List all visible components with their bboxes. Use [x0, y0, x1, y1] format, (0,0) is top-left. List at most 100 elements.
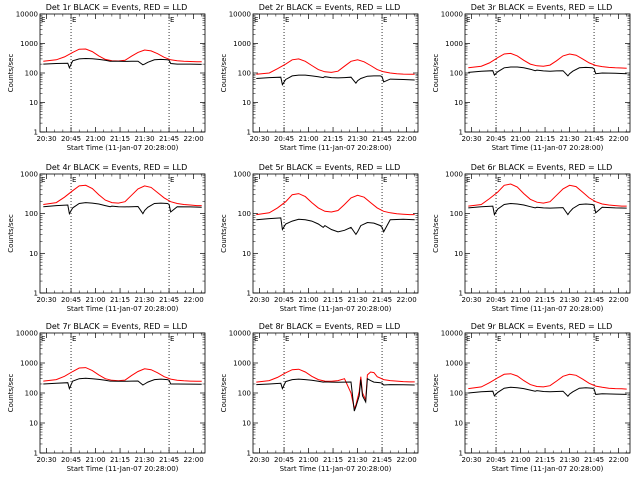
x-tick-label: 22:00 [183, 296, 203, 304]
x-tick-label: 21:15 [535, 296, 555, 304]
x-axis-label: Start Time (11-Jan-07 20:28:00) [280, 465, 392, 473]
events-series-line [256, 217, 415, 236]
x-tick-label: 22:00 [608, 296, 628, 304]
x-tick-label: 22:00 [396, 135, 416, 143]
chart-title: Det 9r BLACK = Events, RED = LLD [471, 322, 613, 331]
x-tick-label: 21:00 [298, 456, 318, 464]
x-tick-label: 21:45 [584, 296, 604, 304]
x-tick-label: 21:45 [584, 135, 604, 143]
x-tick-label: 20:30 [249, 296, 269, 304]
y-axis-label: Counts/sec [7, 214, 15, 253]
chart-panel-2: Det 2r BLACK = Events, RED = LLD 1 10 100 10… [220, 3, 419, 152]
y-tick-label: 1 [459, 450, 463, 458]
x-tick-label: 22:00 [608, 456, 628, 464]
x-tick-label: 20:45 [274, 135, 294, 143]
events-series-line [43, 202, 202, 216]
x-tick-label: 20:30 [36, 456, 56, 464]
x-tick-label: 21:45 [584, 456, 604, 464]
x-tick-label: 20:45 [61, 135, 81, 143]
y-tick-label: 10000 [441, 11, 463, 19]
x-tick-label: 21:30 [559, 456, 579, 464]
corner-mark: E [497, 176, 501, 184]
x-tick-label: 21:00 [298, 135, 318, 143]
x-tick-label: 21:15 [323, 296, 343, 304]
plot-frame [39, 173, 206, 294]
y-tick-label: 10 [29, 250, 38, 258]
y-tick-label: 1000 [20, 171, 38, 179]
y-tick-label: 10 [242, 250, 251, 258]
y-tick-label: 1000 [20, 360, 38, 368]
corner-mark: E [383, 16, 387, 24]
chart-title: Det 7r BLACK = Events, RED = LLD [46, 322, 188, 331]
chart-panel-3: Det 3r BLACK = Events, RED = LLD 1 10 100 10… [432, 3, 631, 152]
x-tick-label: 21:00 [298, 296, 318, 304]
y-tick-label: 1000 [20, 40, 38, 48]
x-tick-label: 21:15 [110, 296, 130, 304]
y-tick-label: 10000 [441, 330, 463, 338]
plot-frame [39, 13, 206, 133]
x-tick-label: 21:00 [510, 135, 530, 143]
corner-mark: E [72, 176, 76, 184]
chart-panel-7: Det 7r BLACK = Events, RED = LLD 1 10 100 10… [7, 322, 206, 473]
plot-frame [464, 173, 631, 294]
x-tick-label: 22:00 [608, 135, 628, 143]
x-tick-label: 21:30 [347, 135, 367, 143]
y-tick-label: 1 [459, 290, 463, 298]
y-tick-label: 1 [247, 290, 251, 298]
x-tick-label: 21:15 [110, 135, 130, 143]
y-axis-label: Counts/sec [220, 374, 228, 413]
x-axis-label: Start Time (11-Jan-07 20:28:00) [280, 144, 392, 152]
x-tick-label: 20:30 [249, 456, 269, 464]
corner-mark: E [285, 176, 289, 184]
chart-panel-9: Det 9r BLACK = Events, RED = LLD 1 10 100 10… [432, 322, 631, 473]
x-tick-label: 21:00 [510, 296, 530, 304]
lld-series-line [43, 367, 202, 382]
y-tick-label: 10 [454, 99, 463, 107]
x-tick-label: 21:30 [134, 296, 154, 304]
x-tick-label: 22:00 [396, 296, 416, 304]
y-tick-label: 1000 [445, 40, 463, 48]
y-axis-label: Counts/sec [432, 54, 440, 93]
corner-mark: E [383, 176, 387, 184]
x-tick-label: 21:45 [159, 135, 179, 143]
y-tick-label: 1 [34, 129, 38, 137]
corner-mark: E [595, 16, 599, 24]
y-axis-label: Counts/sec [432, 214, 440, 253]
corner-mark: E [170, 16, 174, 24]
y-axis-label: Counts/sec [220, 214, 228, 253]
lld-series-line [43, 48, 202, 63]
corner-mark: E [170, 335, 174, 343]
lld-series-line [468, 183, 627, 207]
plot-frame [252, 332, 419, 454]
y-axis-label: Counts/sec [7, 374, 15, 413]
y-tick-label: 100 [450, 70, 463, 78]
x-tick-label: 20:45 [486, 135, 506, 143]
y-tick-label: 100 [450, 210, 463, 218]
x-axis-label: Start Time (11-Jan-07 20:28:00) [492, 305, 604, 313]
corner-mark: E [72, 335, 76, 343]
lld-series-line [468, 52, 627, 69]
corner-mark: E [254, 176, 258, 184]
y-axis-label: Counts/sec [7, 54, 15, 93]
x-tick-label: 21:30 [559, 135, 579, 143]
x-tick-label: 20:45 [274, 296, 294, 304]
x-tick-label: 21:15 [323, 456, 343, 464]
x-tick-label: 20:45 [61, 296, 81, 304]
x-tick-label: 21:45 [372, 135, 392, 143]
corner-mark: E [170, 176, 174, 184]
y-tick-label: 100 [25, 70, 38, 78]
x-tick-label: 21:30 [134, 135, 154, 143]
y-tick-label: 100 [25, 390, 38, 398]
plot-frame [464, 332, 631, 454]
lld-series-line [256, 58, 415, 75]
x-tick-label: 21:30 [347, 456, 367, 464]
corner-mark: E [466, 335, 470, 343]
chart-panel-1: Det 1r BLACK = Events, RED = LLD 1 10 100 10… [7, 3, 206, 152]
plot-frame [39, 332, 206, 454]
events-series-line [256, 377, 415, 412]
x-tick-label: 21:00 [85, 456, 105, 464]
chart-title: Det 1r BLACK = Events, RED = LLD [46, 3, 188, 12]
y-tick-label: 1 [34, 450, 38, 458]
corner-mark: E [285, 335, 289, 343]
